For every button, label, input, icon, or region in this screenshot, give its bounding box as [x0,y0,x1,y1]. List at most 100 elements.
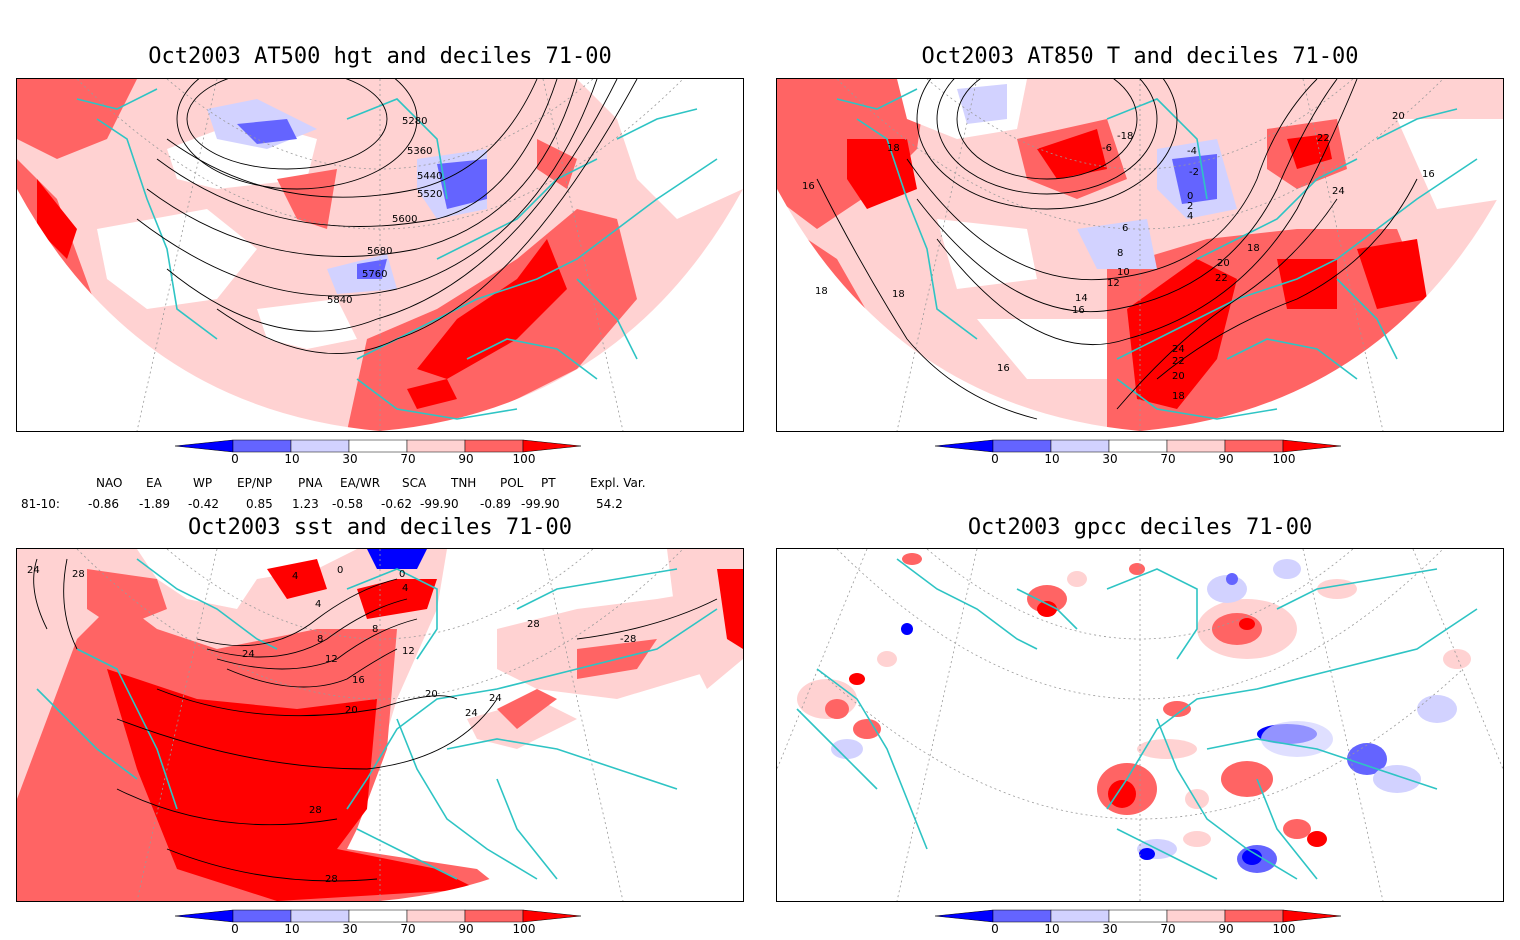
colorbar-tick: 70 [400,922,416,936]
colorbar-tick: 100 [512,922,536,936]
contour-label: 0 [399,569,405,580]
colorbar-segment-d70_90 [1166,439,1226,453]
colorbar-tick: 30 [1102,452,1118,466]
colorbar-segment-d50_70 [1108,439,1168,453]
contour-label: 8 [317,634,323,645]
contour-label: 2 [1187,201,1193,212]
index-value-nao: -0.86 [88,497,120,511]
colorbar-segment-d70_90 [406,909,466,923]
contour-label: 24 [1332,186,1345,197]
contour-label: 12 [325,654,338,665]
contour-label: 16 [1072,305,1085,316]
colorbar-tick: 0 [991,452,999,466]
panel-title-sst: Oct2003 sst and deciles 71-00 [187,515,573,540]
index-header-nao: NAO [96,476,123,490]
colorbar-tick: 30 [342,922,358,936]
index-value-pt: -99.90 [521,497,560,511]
contour-label: 18 [892,289,905,300]
colorbar-tick: 10 [1044,452,1060,466]
contour-label: 24 [465,708,478,719]
colorbar-tick: 100 [1272,922,1296,936]
index-value-wp: -0.42 [188,497,220,511]
colorbar-tick: 0 [231,922,239,936]
contour-label: 16 [997,363,1010,374]
colorbar-tick: 0 [991,922,999,936]
contour-label: 4 [292,571,298,582]
contour-label: 16 [802,181,815,192]
decile-shading [17,549,743,901]
contour-label: -18 [1117,131,1133,142]
contour-label: 24 [1172,344,1185,355]
contour-label: 12 [1107,278,1120,289]
contour-label: 24 [489,693,502,704]
colorbar-segment-d10_30 [992,909,1052,923]
contour-label: 28 [72,569,85,580]
colorbar-sst: 0 10 30 70 90 100 [174,909,587,936]
index-value-eawr: -0.58 [332,497,364,511]
precip-decile-patches [797,553,1471,873]
contour-label: 5840 [327,295,352,306]
colorbar-segment-d50_70 [348,909,408,923]
contour-label: 20 [345,705,358,716]
contour-label: 18 [815,286,828,297]
contour-label: 4 [1187,211,1193,222]
contour-label: 5760 [362,269,387,280]
contour-label: 18 [1247,243,1260,254]
index-value-tnh: -99.90 [420,497,459,511]
index-header-epnp: EP/NP [237,476,273,490]
contour-label: 22 [1215,273,1228,284]
colorbar-segment-d50_70 [1108,909,1168,923]
colorbar-tick: 90 [1218,922,1234,936]
colorbar-segment-d10_30 [232,439,292,453]
contour-labels: 24 28 0 0 4 4 4 8 8 12 12 16 20 20 24 24… [27,565,636,885]
colorbar-segment-d50_70 [348,439,408,453]
contour-labels: 18 20 22 24 16 18 -6 -4 -2 0 2 4 6 8 10 … [802,111,1435,402]
colorbar-t850: 0 10 30 70 90 100 [934,439,1347,466]
colorbar-segment-d90_100 [1224,439,1284,453]
contour-label: 14 [1075,293,1088,304]
colorbar-tick: 0 [231,452,239,466]
contour-label: 20 [1172,371,1185,382]
colorbar-segment-above100 [1282,439,1342,453]
contour-label: 28 [325,874,338,885]
colorbar-segment-d10_30 [992,439,1052,453]
coastlines [36,558,718,880]
coastlines [76,88,718,420]
temperature-contours [816,79,1418,420]
panel-title-t850: Oct2003 AT850 T and deciles 71-00 [921,44,1359,69]
colorbar-segment-d30_50 [1050,909,1110,923]
map-z500: 5280 5360 5440 5520 5600 5680 5760 5840 [16,78,744,432]
colorbar-segment-above100 [522,909,582,923]
map-t850: 18 20 22 24 16 18 -6 -4 -2 0 2 4 6 8 10 … [776,78,1504,432]
contour-label: -2 [1189,167,1199,178]
contour-label: 5520 [417,189,442,200]
contour-label: 8 [372,624,378,635]
graticule [777,549,1503,901]
graticule [76,549,684,901]
colorbar-tick: 30 [1102,922,1118,936]
contour-label: 5440 [417,171,442,182]
colorbar-segment-d90_100 [1224,909,1284,923]
contour-label: 0 [1187,191,1193,202]
contour-label: 12 [402,646,415,657]
contour-labels: 5280 5360 5440 5520 5600 5680 5760 5840 [327,116,442,306]
contour-label: 5280 [402,116,427,127]
colorbar-segment-d70_90 [406,439,466,453]
colorbar-segment-d90_100 [464,909,524,923]
index-value-ea: -1.89 [139,497,171,511]
contour-label: 4 [402,583,408,594]
colorbar-gpcc: 0 10 30 70 90 100 [934,909,1347,936]
index-header-ea: EA [146,476,162,490]
colorbar-segment-below10 [934,439,994,453]
contour-label: 20 [1392,111,1405,122]
contour-label: 20 [425,689,438,700]
index-header-pol: POL [500,476,524,490]
colorbar-tick: 90 [1218,452,1234,466]
coastlines [836,88,1478,420]
contour-label: 18 [887,143,900,154]
colorbar-segment-d30_50 [290,909,350,923]
colorbar-segment-below10 [174,909,234,923]
index-header-tnh: TNH [451,476,477,490]
contour-label: -28 [620,634,636,645]
contour-label: 20 [1217,258,1230,269]
